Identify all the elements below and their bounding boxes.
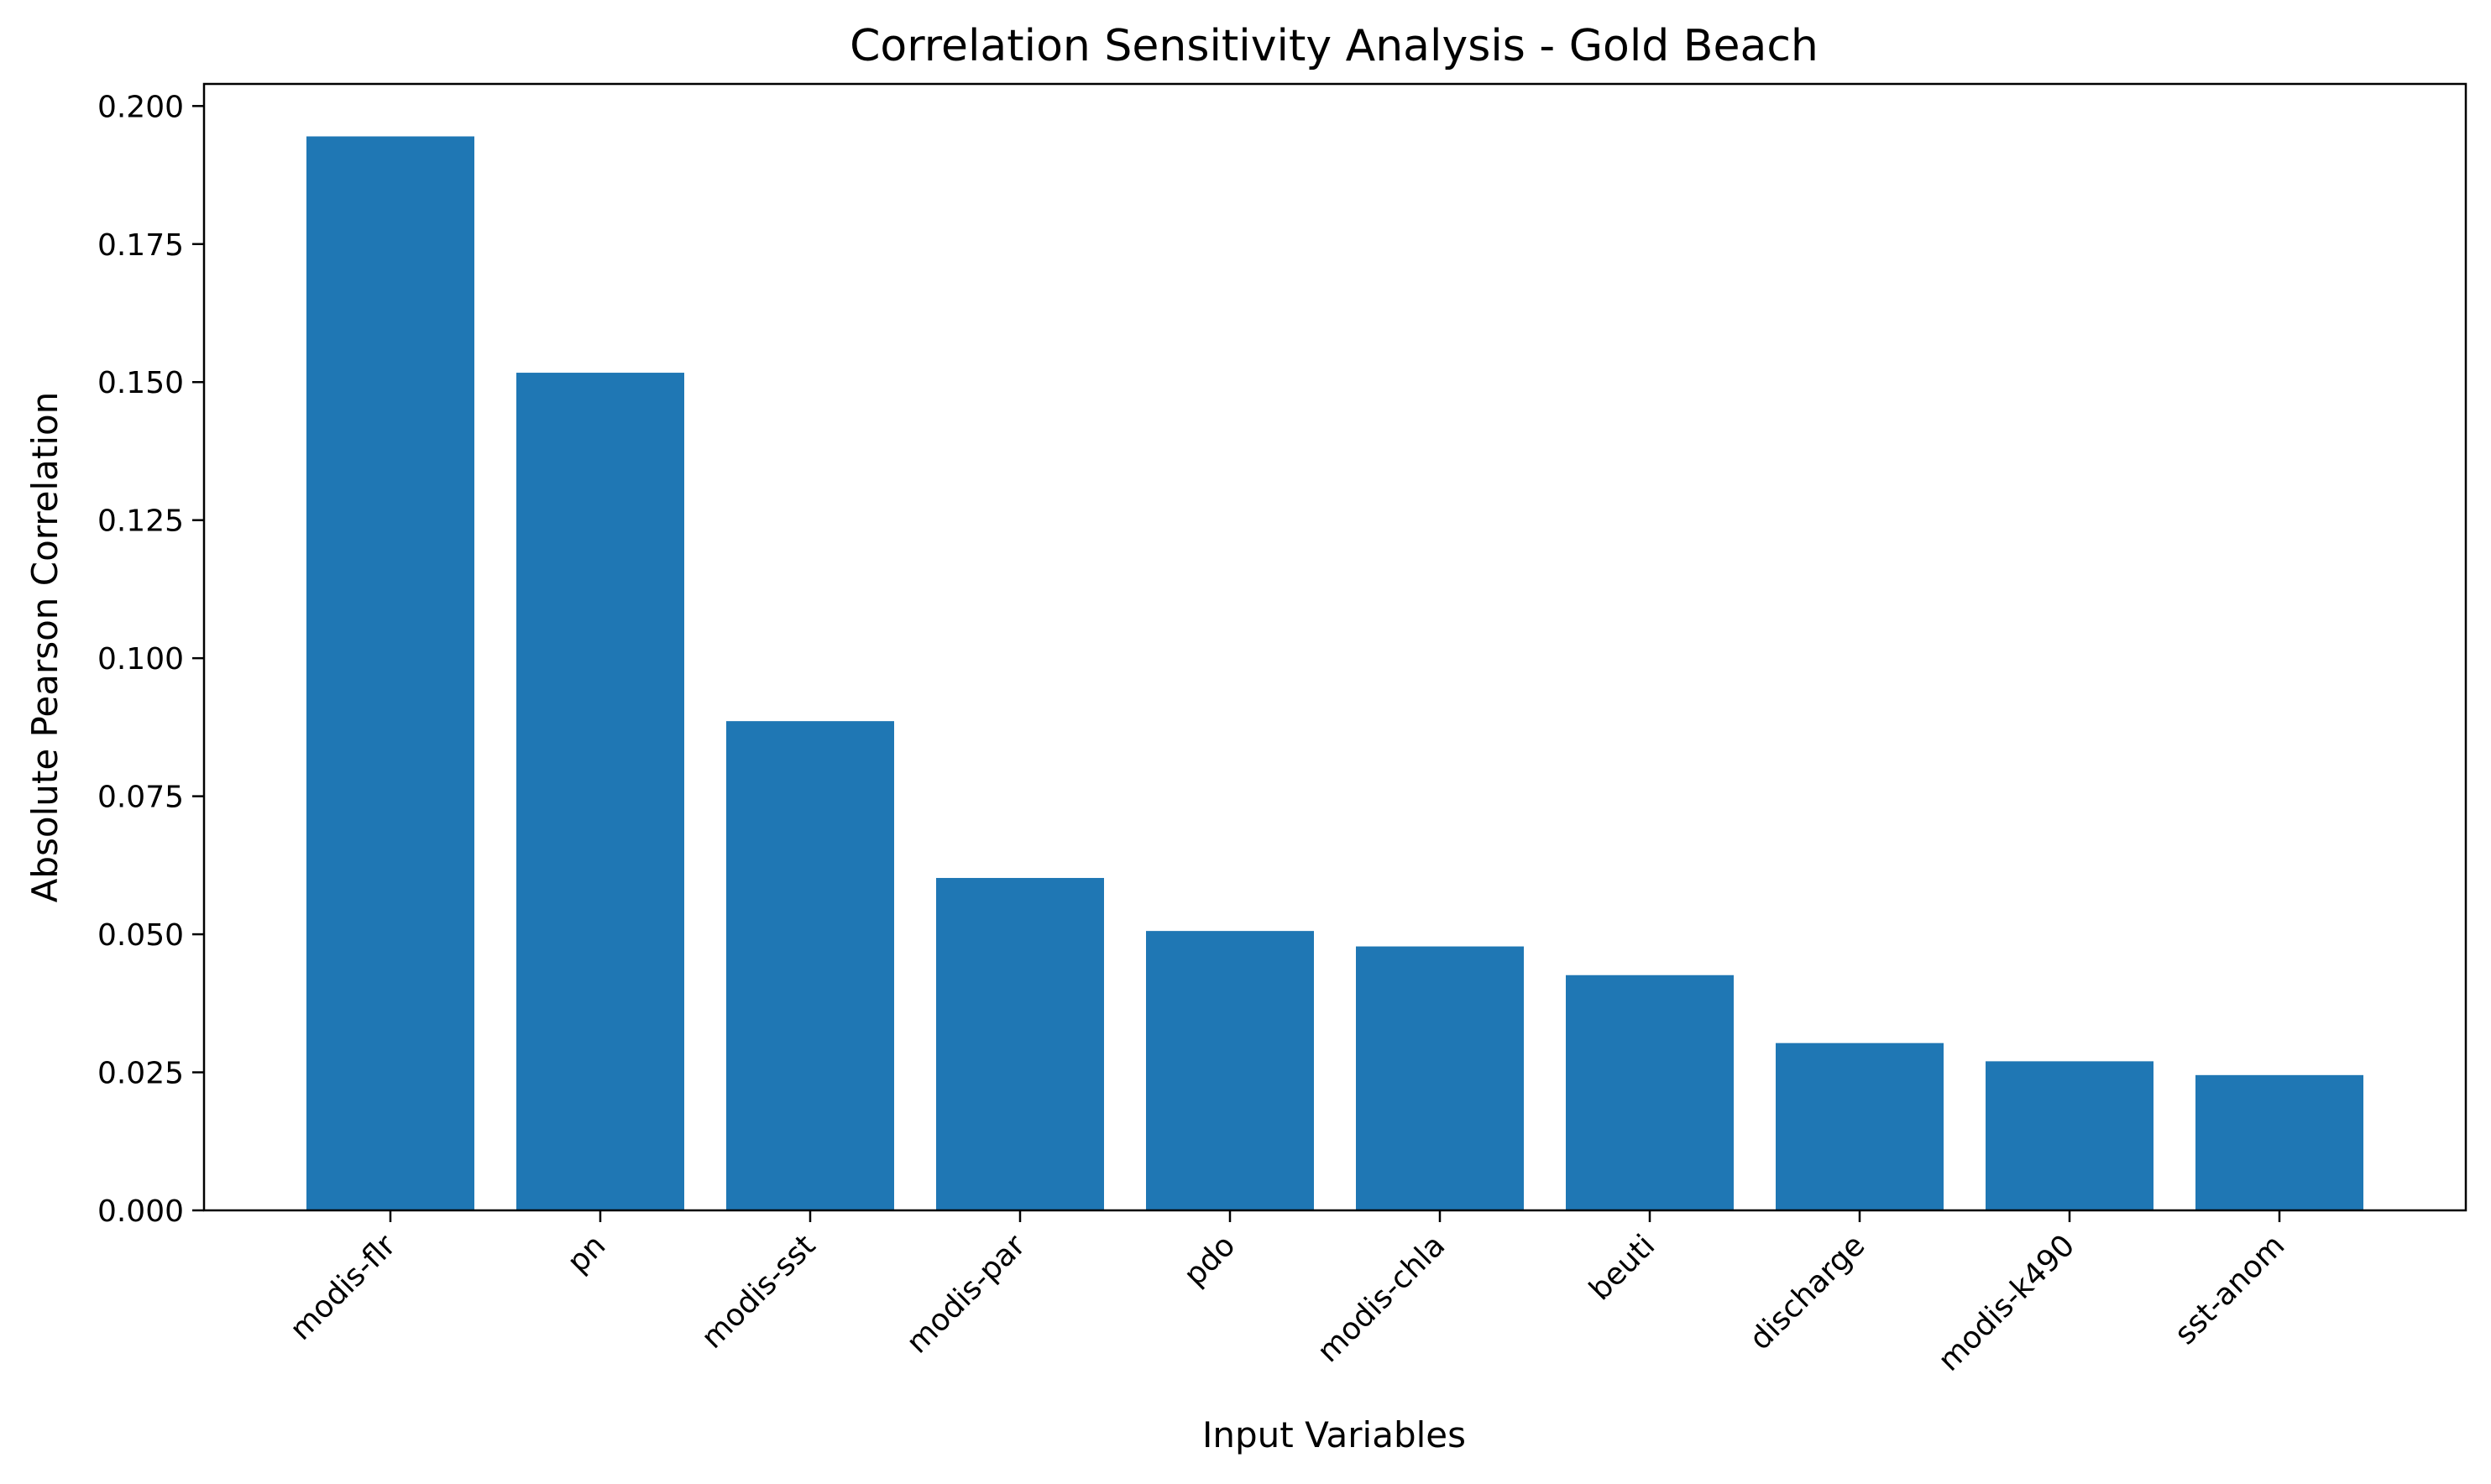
y-tick-label: 0.050 (97, 918, 184, 953)
y-tick-label: 0.125 (97, 504, 184, 539)
chart-title: Correlation Sensitivity Analysis - Gold … (850, 21, 1819, 71)
bars-group (306, 136, 2363, 1210)
y-tick-label: 0.150 (97, 366, 184, 400)
bar-pdo (1146, 931, 1314, 1210)
x-axis-title: Input Variables (1202, 1414, 1466, 1455)
plot-frame (202, 82, 2467, 1212)
y-tick-label: 0.175 (97, 228, 184, 263)
y-tick-label: 0.075 (97, 781, 184, 815)
y-tick-label: 0.200 (97, 90, 184, 124)
bar-discharge (1776, 1042, 1944, 1210)
bar-modis-par (936, 877, 1104, 1210)
bar-modis-sst (726, 721, 894, 1210)
y-axis-title: Absolute Pearson Correlation (24, 392, 65, 903)
y-axis: 0.000 0.025 0.050 0.075 0.100 0.125 0.150 0.175… (97, 90, 204, 1229)
bar-modis-chla (1356, 946, 1524, 1210)
bar-pn (516, 373, 684, 1210)
bar-sst-anom (2195, 1074, 2363, 1210)
bar-beuti (1566, 975, 1734, 1210)
bar-modis-k490 (1986, 1061, 2153, 1210)
y-tick-label: 0.100 (97, 642, 184, 677)
y-tick-label: 0.025 (97, 1057, 184, 1091)
bar-modis-flr (306, 136, 474, 1210)
y-tick-label: 0.000 (97, 1194, 184, 1229)
